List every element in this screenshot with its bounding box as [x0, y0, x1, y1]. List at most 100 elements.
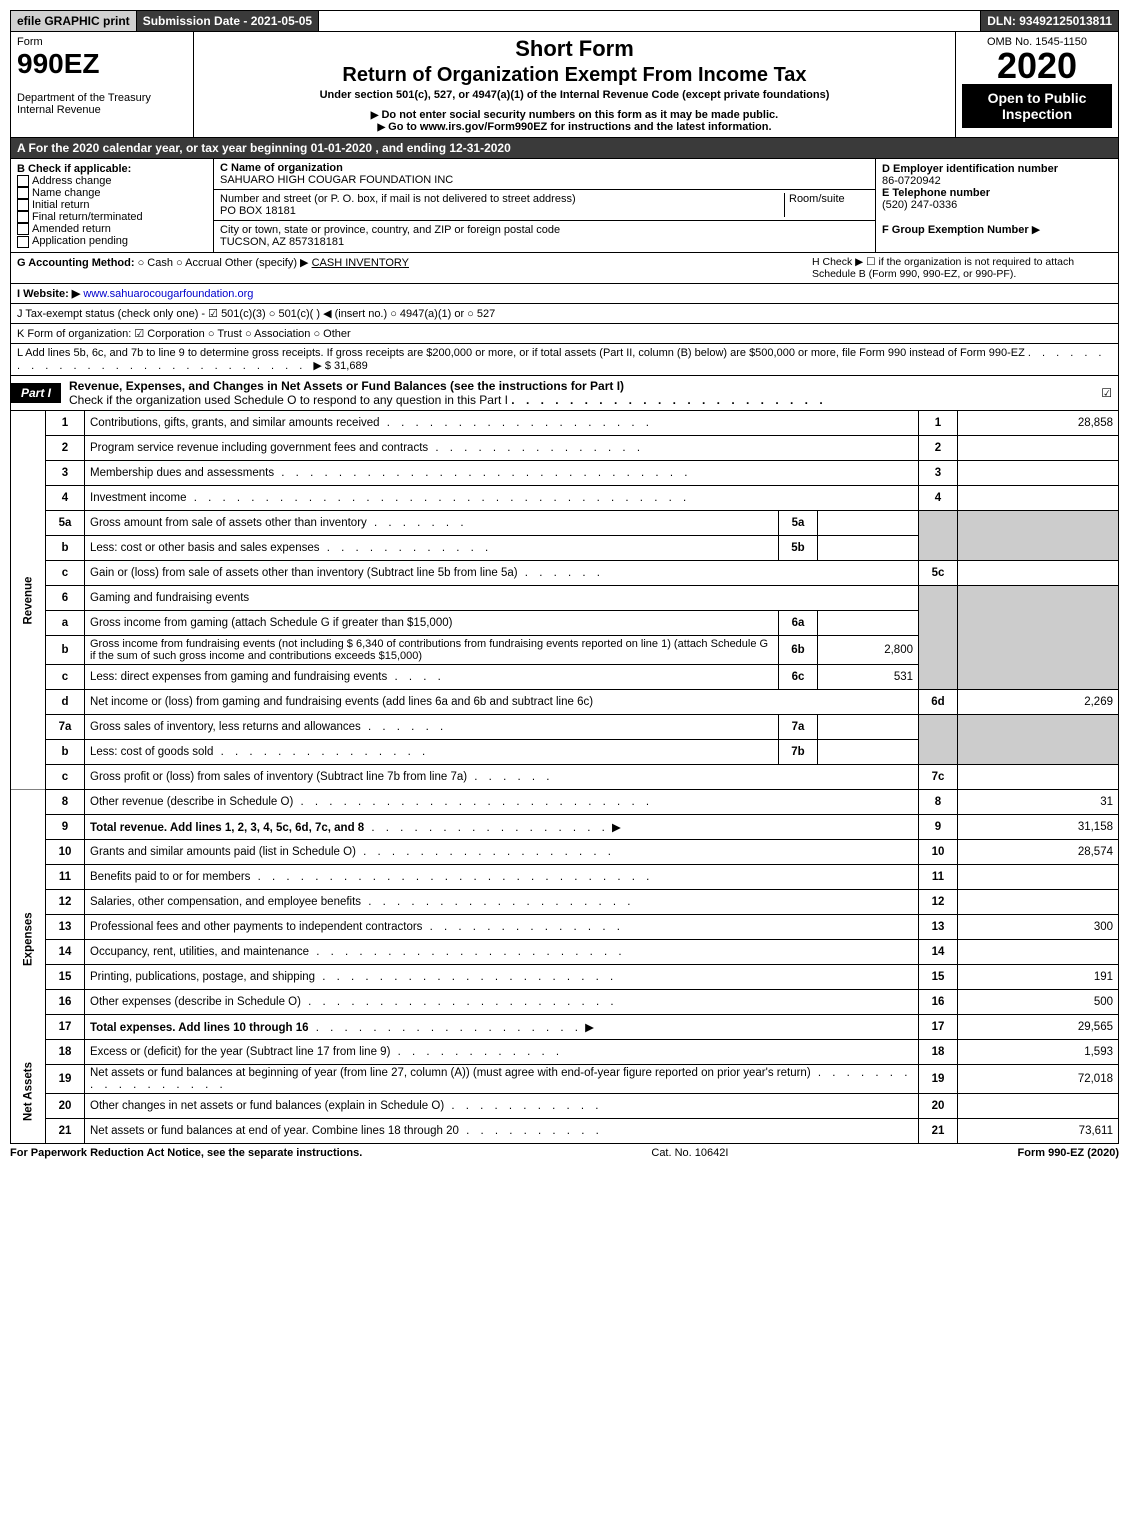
form-header: Form 990EZ Department of the Treasury In… [10, 32, 1119, 138]
checkbox-name-change[interactable] [17, 187, 29, 199]
line-8-amt: 31 [958, 789, 1119, 814]
netassets-side-label: Net Assets [11, 1039, 46, 1143]
line-21-col: 21 [919, 1118, 958, 1143]
line-7c-desc: Gross profit or (loss) from sales of inv… [90, 771, 467, 783]
line-21-desc: Net assets or fund balances at end of ye… [90, 1125, 459, 1137]
line-6b-desc: Gross income from fundraising events (no… [85, 635, 779, 664]
shaded-cell [919, 714, 958, 764]
line-6d-col: 6d [919, 689, 958, 714]
opt-amended-return: Amended return [32, 223, 111, 235]
section-b-title: B Check if applicable: [17, 163, 131, 175]
checkbox-application-pending[interactable] [17, 236, 29, 248]
footer: For Paperwork Reduction Act Notice, see … [10, 1144, 1119, 1162]
line-7a-desc: Gross sales of inventory, less returns a… [90, 721, 361, 733]
line-9-desc: Total revenue. Add lines 1, 2, 3, 4, 5c,… [90, 822, 364, 834]
line-14-desc: Occupancy, rent, utilities, and maintena… [90, 946, 309, 958]
line-2-desc: Program service revenue including govern… [90, 442, 428, 454]
line-4-amt [958, 485, 1119, 510]
line-6a-desc: Gross income from gaming (attach Schedul… [85, 610, 779, 635]
accounting-opts: ○ Cash ○ Accrual Other (specify) ▶ [138, 257, 309, 269]
line-7c-num: c [46, 764, 85, 789]
line-9-col: 9 [919, 814, 958, 839]
line-5b-subamt [818, 535, 919, 560]
line-7b-num: b [46, 739, 85, 764]
phone-value: (520) 247-0336 [882, 199, 957, 211]
line-5a-subamt [818, 510, 919, 535]
line-19-desc: Net assets or fund balances at beginning… [90, 1067, 811, 1079]
row-g-h: G Accounting Method: ○ Cash ○ Accrual Ot… [10, 253, 1119, 284]
line-8-desc: Other revenue (describe in Schedule O) [90, 796, 293, 808]
line-1-col: 1 [919, 411, 958, 436]
line-6c-sub: 6c [779, 664, 818, 689]
line-6b-num: b [46, 635, 85, 664]
top-bar: efile GRAPHIC print Submission Date - 20… [10, 10, 1119, 32]
line-6b-sub: 6b [779, 635, 818, 664]
line-6a-subamt [818, 610, 919, 635]
line-7c-amt [958, 764, 1119, 789]
line-4-col: 4 [919, 485, 958, 510]
line-18-amt: 1,593 [958, 1039, 1119, 1064]
website-link[interactable]: www.sahuarocougarfoundation.org [83, 288, 253, 300]
form-number: 990EZ [17, 48, 187, 80]
line-2-col: 2 [919, 435, 958, 460]
row-k: K Form of organization: ☑ Corporation ○ … [10, 324, 1119, 344]
part1-checkbox[interactable]: ☑ [1101, 386, 1118, 400]
accounting-value: CASH INVENTORY [312, 257, 409, 269]
line-6d-desc: Net income or (loss) from gaming and fun… [85, 689, 919, 714]
line-3-col: 3 [919, 460, 958, 485]
line-8-col: 8 [919, 789, 958, 814]
line-11-num: 11 [46, 864, 85, 889]
ein-label: D Employer identification number [882, 163, 1058, 175]
line-19-num: 19 [46, 1064, 85, 1093]
line-5a-desc: Gross amount from sale of assets other t… [90, 517, 367, 529]
line-18-col: 18 [919, 1039, 958, 1064]
line-16-num: 16 [46, 989, 85, 1014]
line-21-amt: 73,611 [958, 1118, 1119, 1143]
line-11-amt [958, 864, 1119, 889]
room-label: Room/suite [789, 193, 845, 205]
row-h: H Check ▶ ☐ if the organization is not r… [812, 256, 1112, 280]
line-18-desc: Excess or (deficit) for the year (Subtra… [90, 1046, 390, 1058]
instructions-link[interactable]: Go to www.irs.gov/Form990EZ for instruct… [204, 121, 945, 133]
checkbox-initial-return[interactable] [17, 199, 29, 211]
section-c: C Name of organization SAHUARO HIGH COUG… [214, 159, 876, 252]
line-12-amt [958, 889, 1119, 914]
line-5c-amt [958, 560, 1119, 585]
period-row: A For the 2020 calendar year, or tax yea… [10, 138, 1119, 159]
tax-year: 2020 [962, 48, 1112, 84]
line-9-num: 9 [46, 814, 85, 839]
part1-header: Part I Revenue, Expenses, and Changes in… [10, 376, 1119, 411]
checkbox-final-return[interactable] [17, 211, 29, 223]
checkbox-address-change[interactable] [17, 175, 29, 187]
checkbox-amended-return[interactable] [17, 223, 29, 235]
line-14-num: 14 [46, 939, 85, 964]
line-5c-num: c [46, 560, 85, 585]
line-3-desc: Membership dues and assessments [90, 467, 274, 479]
line-11-col: 11 [919, 864, 958, 889]
line-8-num: 8 [46, 789, 85, 814]
line-13-amt: 300 [958, 914, 1119, 939]
part1-table: Revenue 1 Contributions, gifts, grants, … [10, 411, 1119, 1144]
line-10-desc: Grants and similar amounts paid (list in… [90, 846, 356, 858]
line-20-num: 20 [46, 1093, 85, 1118]
line-13-num: 13 [46, 914, 85, 939]
row-l-amount: ▶ $ 31,689 [313, 360, 367, 372]
line-15-col: 15 [919, 964, 958, 989]
line-11-desc: Benefits paid to or for members [90, 871, 250, 883]
row-j: J Tax-exempt status (check only one) - ☑… [10, 304, 1119, 324]
shaded-cell [958, 510, 1119, 560]
dln: DLN: 93492125013811 [980, 11, 1118, 31]
org-address: PO BOX 18181 [220, 205, 296, 217]
part1-title: Revenue, Expenses, and Changes in Net As… [69, 379, 624, 393]
line-20-col: 20 [919, 1093, 958, 1118]
line-9-amt: 31,158 [958, 814, 1119, 839]
line-7b-sub: 7b [779, 739, 818, 764]
line-7a-num: 7a [46, 714, 85, 739]
footer-left: For Paperwork Reduction Act Notice, see … [10, 1147, 362, 1159]
line-6a-num: a [46, 610, 85, 635]
efile-print-button[interactable]: efile GRAPHIC print [11, 11, 137, 31]
line-18-num: 18 [46, 1039, 85, 1064]
footer-mid: Cat. No. 10642I [362, 1147, 1017, 1159]
line-15-desc: Printing, publications, postage, and shi… [90, 971, 315, 983]
open-public-badge: Open to Public Inspection [962, 84, 1112, 128]
